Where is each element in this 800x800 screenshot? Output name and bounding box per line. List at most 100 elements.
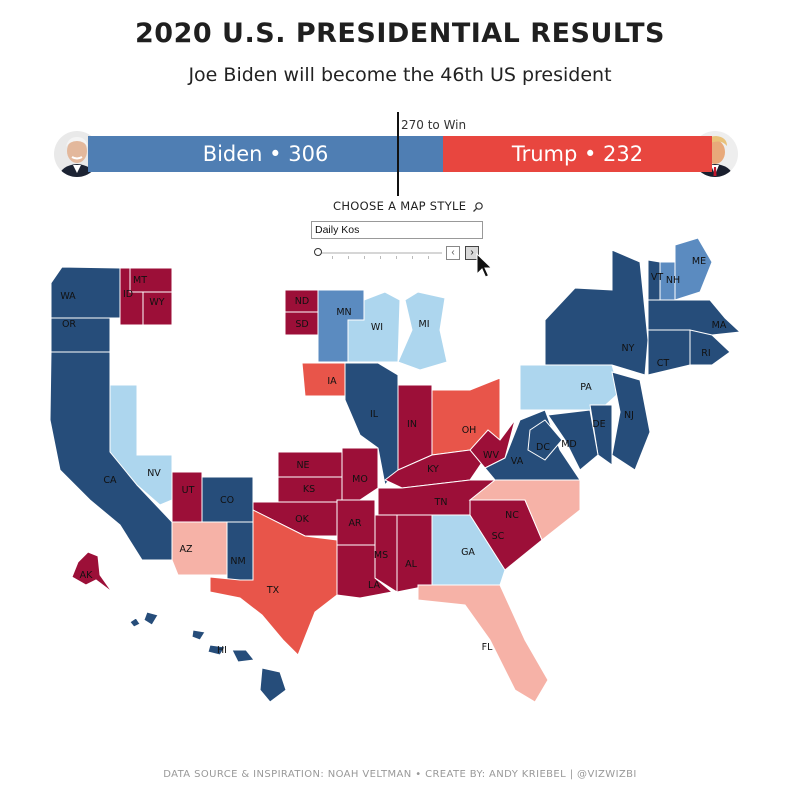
state-OK[interactable] <box>252 501 343 537</box>
label-DC: DC <box>536 442 550 453</box>
biden-portrait <box>54 131 100 177</box>
label-IA: IA <box>327 376 337 387</box>
win-threshold-line <box>397 112 399 196</box>
slider-tick <box>380 256 381 259</box>
label-HI: HI <box>217 645 227 656</box>
state-DC[interactable] <box>527 419 563 461</box>
label-MO: MO <box>352 474 368 485</box>
slider-tick <box>332 256 333 259</box>
label-UT: UT <box>182 485 195 496</box>
label-SD: SD <box>295 319 308 330</box>
label-IN: IN <box>407 419 417 430</box>
state-NY[interactable] <box>544 249 649 376</box>
label-KS: KS <box>303 484 315 495</box>
state-NM[interactable] <box>226 521 254 581</box>
page-title: 2020 U.S. PRESIDENTIAL RESULTS <box>135 18 665 49</box>
label-OK: OK <box>295 514 309 525</box>
label-AR: AR <box>348 518 361 529</box>
label-VT: VT <box>651 272 663 283</box>
state-HI[interactable] <box>129 611 287 703</box>
label-CA: CA <box>103 475 117 486</box>
label-WY: WY <box>149 297 164 308</box>
slider-tick <box>412 256 413 259</box>
label-NC: NC <box>505 510 519 521</box>
label-ND: ND <box>295 296 309 307</box>
label-GA: GA <box>461 547 475 558</box>
slider-tick <box>396 256 397 259</box>
label-WA: WA <box>60 291 76 302</box>
label-MT: MT <box>133 275 147 286</box>
label-DE: DE <box>592 419 605 430</box>
search-icon[interactable] <box>472 200 484 212</box>
trump-vote-bar: Trump • 232 <box>443 136 712 172</box>
label-MD: MD <box>561 439 577 450</box>
label-AL: AL <box>405 559 417 570</box>
label-MN: MN <box>336 307 351 318</box>
label-NE: NE <box>296 460 309 471</box>
state-OR[interactable] <box>50 317 111 353</box>
map-style-dropdown[interactable]: Daily Kos <box>311 221 483 239</box>
state-NJ[interactable] <box>611 371 651 471</box>
state-NE[interactable] <box>277 451 343 478</box>
state-shapes <box>49 237 742 703</box>
label-NY: NY <box>622 343 635 354</box>
state-FL[interactable] <box>417 584 549 703</box>
state-RI[interactable] <box>689 329 731 366</box>
label-LA: LA <box>368 580 381 591</box>
state-UT[interactable] <box>171 471 203 523</box>
label-NV: NV <box>147 468 161 479</box>
label-KY: KY <box>427 464 439 475</box>
state-IL[interactable] <box>344 362 399 487</box>
label-TX: TX <box>266 585 280 596</box>
slider-tick <box>364 256 365 259</box>
state-GA[interactable] <box>431 514 506 586</box>
label-IL: IL <box>370 409 379 420</box>
label-PA: PA <box>580 382 592 393</box>
biden-vote-bar: Biden • 306 <box>88 136 443 172</box>
next-style-button[interactable]: › <box>465 246 479 260</box>
slider-thumb[interactable] <box>314 248 322 256</box>
win-threshold-label: 270 to Win <box>401 118 467 132</box>
label-AK: AK <box>80 570 93 581</box>
label-MA: MA <box>712 320 727 331</box>
state-AL[interactable] <box>396 514 433 593</box>
label-SC: SC <box>492 531 505 542</box>
label-WV: WV <box>483 450 499 461</box>
map-style-slider[interactable] <box>318 252 442 254</box>
label-NH: NH <box>666 275 680 286</box>
previous-style-button[interactable]: ‹ <box>446 246 460 260</box>
label-OR: OR <box>62 319 76 330</box>
slider-tick <box>428 256 429 259</box>
mouse-cursor-icon <box>476 253 493 278</box>
label-TN: TN <box>434 497 448 508</box>
map-style-label: CHOOSE A MAP STYLE <box>333 199 467 213</box>
state-PA[interactable] <box>519 364 621 411</box>
state-MI[interactable] <box>397 291 448 371</box>
state-ME[interactable] <box>674 237 713 301</box>
state-WI[interactable] <box>347 291 401 363</box>
electoral-vote-bar: Biden • 306 Trump • 232 <box>88 136 712 172</box>
label-VA: VA <box>511 456 524 467</box>
label-WI: WI <box>371 322 383 333</box>
label-CT: CT <box>657 358 670 369</box>
label-OH: OH <box>462 425 477 436</box>
state-AZ[interactable] <box>171 521 228 576</box>
label-NM: NM <box>230 556 245 567</box>
state-MO[interactable] <box>341 447 379 501</box>
slider-tick <box>348 256 349 259</box>
state-AK[interactable] <box>71 551 113 593</box>
label-RI: RI <box>701 348 710 359</box>
state-MD[interactable] <box>547 409 599 471</box>
page-subtitle: Joe Biden will become the 46th US presid… <box>188 64 612 86</box>
label-MI: MI <box>419 319 430 330</box>
label-AZ: AZ <box>179 544 192 555</box>
biden-avatar <box>54 131 100 177</box>
label-MS: MS <box>374 550 388 561</box>
label-ID: ID <box>123 289 133 300</box>
label-NJ: NJ <box>624 410 634 421</box>
state-WY[interactable] <box>142 291 173 326</box>
label-FL: FL <box>482 642 493 653</box>
label-ME: ME <box>692 256 706 267</box>
label-CO: CO <box>220 495 234 506</box>
